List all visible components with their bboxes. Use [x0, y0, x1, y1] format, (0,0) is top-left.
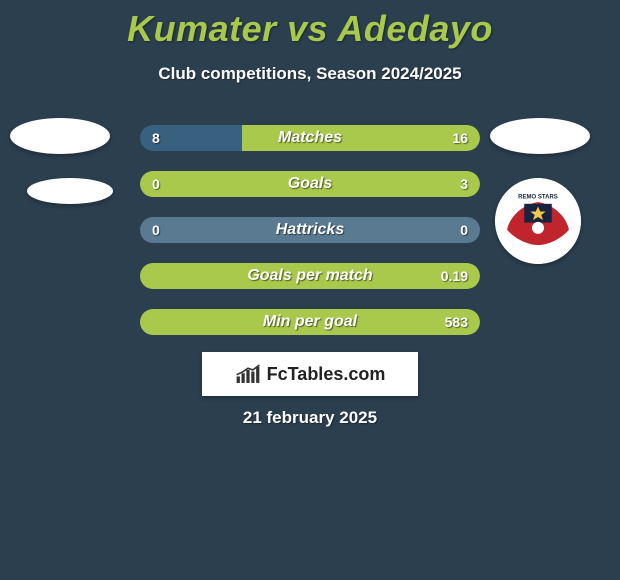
stat-row: 03Goals	[140, 171, 480, 197]
footer-brand: FcTables.com	[202, 352, 418, 396]
stat-row: 816Matches	[140, 125, 480, 151]
stat-value-right: 16	[452, 125, 468, 151]
stat-value-right: 0	[460, 217, 468, 243]
stat-right-fill	[140, 309, 480, 335]
left-player-avatar	[10, 118, 110, 154]
stat-row: 0 0Hattricks	[140, 217, 480, 243]
stat-row: 0.19Goals per match	[140, 263, 480, 289]
stat-row: 583Min per goal	[140, 309, 480, 335]
brand-chart-icon	[235, 363, 261, 385]
stat-right-fill	[140, 263, 480, 289]
stat-value-left: 0	[152, 171, 160, 197]
stat-value-right: 3	[460, 171, 468, 197]
footer-date: 21 february 2025	[0, 408, 620, 428]
comparison-infographic: Kumater vs Adedayo Club competitions, Se…	[0, 0, 620, 580]
stat-right-fill	[242, 125, 480, 151]
stat-right-fill	[140, 171, 480, 197]
svg-text:REMO STARS: REMO STARS	[518, 195, 558, 201]
club-crest-icon: REMO STARS	[495, 178, 581, 264]
stat-value-right: 0.19	[441, 263, 468, 289]
left-club-crest	[27, 178, 113, 204]
stat-value-right: 583	[445, 309, 468, 335]
stat-label: Hattricks	[140, 217, 480, 243]
page-title: Kumater vs Adedayo	[0, 0, 620, 50]
stat-value-left: 0	[152, 217, 160, 243]
stat-value-left: 8	[152, 125, 160, 151]
right-player-avatar	[490, 118, 590, 154]
page-subtitle: Club competitions, Season 2024/2025	[0, 64, 620, 84]
stats-block: 816Matches03Goals00Hattricks0.19Goals pe…	[140, 125, 480, 355]
right-club-crest: REMO STARS	[495, 178, 581, 264]
footer-brand-text: FcTables.com	[267, 364, 386, 385]
